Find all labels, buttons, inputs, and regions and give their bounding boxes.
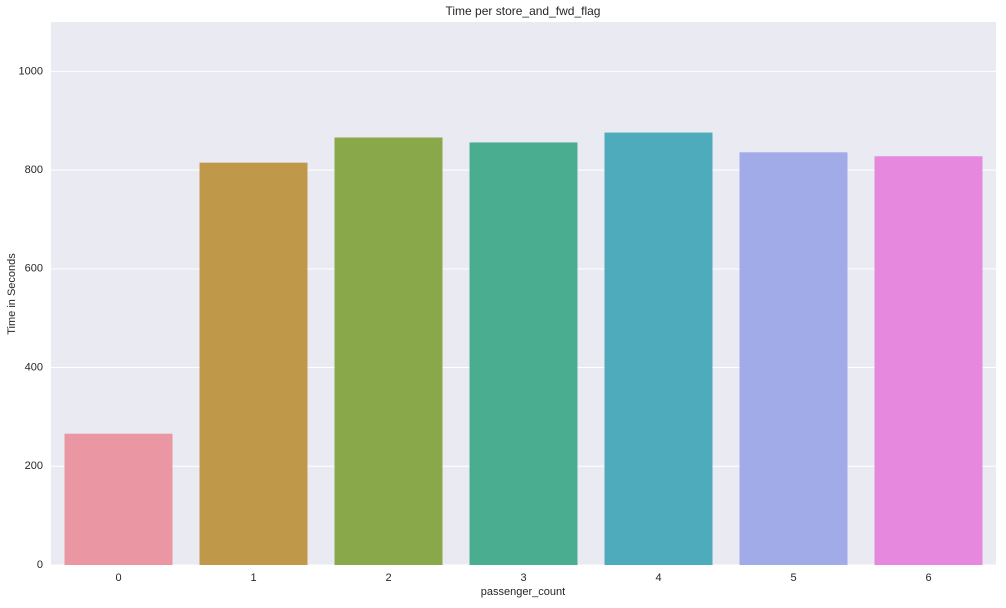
y-tick-label: 400 — [25, 361, 43, 373]
x-tick-label: 6 — [925, 572, 931, 584]
y-axis-label: Time in Seconds — [6, 253, 18, 335]
bar — [199, 162, 308, 565]
bar — [469, 142, 578, 565]
x-tick-label: 5 — [790, 572, 796, 584]
x-tick-label: 3 — [520, 572, 526, 584]
chart-title: Time per store_and_fwd_flag — [446, 4, 601, 18]
x-tick-label: 2 — [385, 572, 391, 584]
x-axis-label: passenger_count — [481, 586, 565, 598]
y-tick-label: 800 — [25, 164, 43, 176]
bar — [739, 152, 848, 565]
y-tick-label: 200 — [25, 460, 43, 472]
bar — [64, 433, 173, 565]
x-tick-label: 0 — [115, 572, 121, 584]
bar — [604, 132, 713, 566]
x-tick-label: 1 — [250, 572, 256, 584]
x-tick-label: 4 — [655, 572, 661, 584]
y-tick-label: 600 — [25, 263, 43, 275]
bar — [874, 156, 983, 565]
y-tick-label: 0 — [37, 559, 43, 571]
bar — [334, 137, 443, 565]
y-tick-label: 1000 — [19, 65, 43, 77]
